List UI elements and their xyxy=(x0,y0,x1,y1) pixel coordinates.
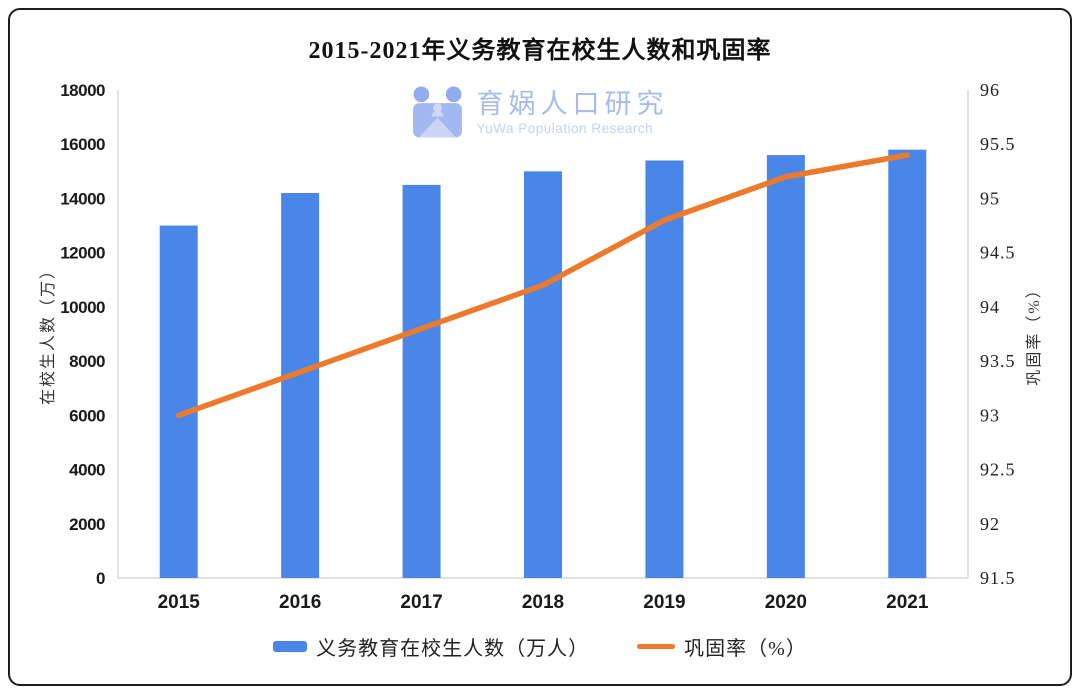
x-label-2020: 2020 xyxy=(765,592,807,613)
left-tick-6000: 6000 xyxy=(69,406,105,425)
right-tick-93: 93 xyxy=(980,405,1000,425)
right-tick-96: 96 xyxy=(980,80,1000,100)
left-tick-14000: 14000 xyxy=(60,189,105,208)
x-label-2021: 2021 xyxy=(886,592,929,613)
right-tick-94: 94 xyxy=(980,297,1000,317)
left-tick-18000: 18000 xyxy=(60,81,105,100)
x-label-2017: 2017 xyxy=(400,592,442,613)
bar-2020 xyxy=(766,155,805,579)
bar-2016 xyxy=(281,193,320,578)
left-tick-8000: 8000 xyxy=(69,352,105,371)
right-tick-95: 95 xyxy=(980,188,1000,208)
right-tick-94.5: 94.5 xyxy=(980,243,1016,263)
left-tick-10000: 10000 xyxy=(60,298,105,317)
bar-2015 xyxy=(159,225,198,579)
chart-title: 2015-2021年义务教育在校生人数和巩固率 xyxy=(308,38,772,64)
bar-2018 xyxy=(524,171,562,579)
left-tick-0: 0 xyxy=(96,569,105,588)
bar-2021 xyxy=(888,149,927,578)
yuwa-logo-icon xyxy=(413,86,462,138)
right-tick-95.5: 95.5 xyxy=(980,134,1016,154)
right-tick-92.5: 92.5 xyxy=(980,460,1016,480)
right-tick-93.5: 93.5 xyxy=(980,351,1016,371)
legend-line-label: 巩固率（%） xyxy=(684,638,807,660)
right-tick-91.5: 91.5 xyxy=(980,568,1016,588)
legend-item-rate: 巩固率（%） xyxy=(637,632,807,661)
x-label-2015: 2015 xyxy=(158,592,201,613)
watermark: 育娲人口研究 YuWa Population Research xyxy=(412,86,669,138)
legend-line-swatch xyxy=(637,644,676,649)
left-tick-2000: 2000 xyxy=(69,515,105,534)
left-tick-4000: 4000 xyxy=(69,461,105,480)
legend-bar-swatch xyxy=(273,641,308,652)
right-tick-92: 92 xyxy=(980,514,1000,534)
bar-2017 xyxy=(402,184,441,578)
watermark-name: 育娲人口研究 xyxy=(476,88,669,119)
left-tick-16000: 16000 xyxy=(60,135,105,154)
left-tick-12000: 12000 xyxy=(60,244,105,263)
bar-2019 xyxy=(645,160,684,578)
legend-bar-label: 义务教育在校生人数（万人） xyxy=(316,638,590,660)
x-label-2016: 2016 xyxy=(279,592,321,613)
x-label-2018: 2018 xyxy=(522,592,564,613)
legend: 义务教育在校生人数（万人） 巩固率（%） xyxy=(0,632,1080,661)
watermark-subtitle: YuWa Population Research xyxy=(476,120,654,136)
x-label-2019: 2019 xyxy=(643,592,685,613)
rate-line xyxy=(175,152,911,419)
legend-item-enrollment: 义务教育在校生人数（万人） xyxy=(273,632,589,661)
